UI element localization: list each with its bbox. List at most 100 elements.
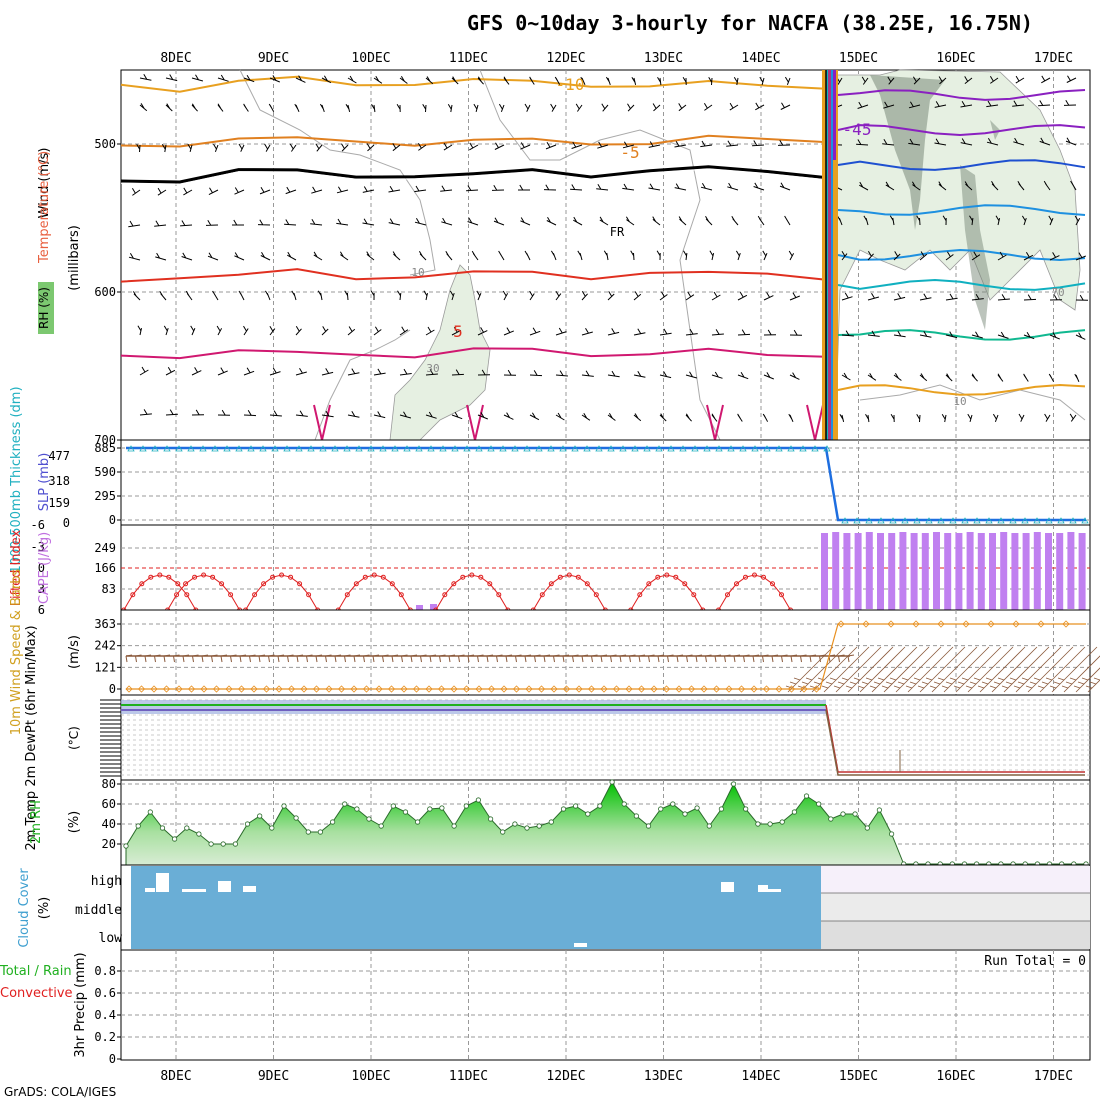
wind-barb [893, 373, 902, 381]
wind-barb [889, 215, 895, 226]
wind-barb [1023, 373, 1029, 382]
wind-barb [788, 413, 794, 423]
wind10-marker [1037, 620, 1045, 628]
wind10-marker [550, 685, 558, 693]
wind-barb [294, 103, 300, 113]
rh2m-point [560, 806, 567, 812]
wind-barb [524, 103, 531, 112]
wind-barb [264, 290, 271, 301]
wind-barb [945, 251, 954, 261]
y-tick-label: 0.6 [94, 986, 116, 1000]
wind-barb [291, 290, 297, 301]
li-point [398, 592, 404, 598]
wind-barb [185, 290, 193, 301]
slp-marker [139, 445, 147, 452]
wind-barb [733, 76, 739, 86]
wind10-marker [625, 685, 633, 693]
slp-marker [1045, 517, 1053, 524]
wind-barb [753, 182, 765, 191]
cape-tick-label: 249 [94, 541, 116, 555]
wind-barb [234, 252, 245, 261]
wind-barb [445, 250, 453, 261]
wind-barb [545, 142, 557, 150]
wind-barb [763, 329, 777, 336]
wind-barb [731, 215, 739, 226]
wind-barb [700, 140, 713, 148]
wind10-barb-strong [929, 646, 978, 693]
wind10-barb-strong [941, 646, 990, 693]
slp-marker [463, 445, 471, 452]
slp-marker [715, 445, 723, 452]
wind-barb [788, 250, 795, 261]
wind-barb [683, 250, 688, 261]
wind-barb [633, 371, 646, 378]
wind-barb [757, 215, 765, 226]
contour-label: 10 [411, 266, 424, 279]
li-point [593, 592, 599, 598]
wind-barb [543, 184, 557, 191]
wind-barb [217, 103, 224, 112]
pressure-axis: 500 600 700 [94, 137, 121, 447]
slp-marker [631, 445, 639, 452]
contour-label: 30 [426, 362, 439, 375]
wind10-barb-strong [821, 646, 870, 693]
wind-barb [777, 139, 791, 146]
rh2m-point [366, 816, 372, 822]
wind-barb [555, 327, 567, 336]
wind10-marker [462, 685, 471, 693]
wind-barb [726, 140, 739, 147]
wind-barb [942, 215, 947, 226]
wind-barb [520, 217, 531, 226]
slp-marker [559, 445, 567, 452]
wind-barb [451, 411, 463, 420]
wind-barb [128, 253, 141, 261]
wind-barb [555, 412, 565, 421]
pressure-label: (millibars) [67, 225, 82, 291]
rh2m-point [597, 803, 603, 809]
wind-barb [315, 143, 323, 152]
wind-barb [867, 330, 880, 337]
wind-barb [755, 102, 765, 111]
li-point [637, 592, 643, 598]
slp-marker [703, 445, 711, 452]
wind10-marker [587, 685, 596, 693]
contour-label: -5 [620, 143, 639, 162]
wind-barb [919, 293, 932, 301]
wind-barb [630, 250, 635, 261]
wind-barb [1075, 332, 1086, 340]
wind-barb [347, 411, 360, 418]
cape-bar [1022, 533, 1030, 610]
slp-marker [1033, 517, 1041, 524]
wind10-marker [475, 685, 483, 693]
cape-bar [832, 532, 840, 609]
wind10-marker [150, 685, 158, 693]
wind-barb [269, 75, 280, 83]
wind10-marker [762, 685, 771, 693]
wind-barb [524, 250, 531, 261]
wind10-marker [312, 685, 321, 693]
wind-barb [1021, 215, 1027, 226]
slp-line [126, 446, 1086, 522]
rh2m-point [390, 803, 396, 809]
wind-barb [471, 250, 479, 261]
li-curve [718, 574, 791, 611]
slp-marker [865, 517, 873, 524]
wind-barb [945, 373, 953, 382]
wind-barb [989, 75, 999, 84]
slp-marker [511, 445, 519, 452]
wind10-marker [700, 685, 708, 693]
rh2m-point [852, 811, 858, 817]
top-date-label: 9DEC [258, 51, 289, 66]
bottom-date-label: 16DEC [936, 1069, 975, 1084]
wind-barb [520, 142, 531, 150]
freezing-inner [120, 168, 827, 185]
thickness-label: 1000-500mb Thickness (dm) [9, 386, 24, 573]
temp-contour-plus10 [120, 347, 827, 360]
wind-barb [659, 413, 667, 422]
wind-barb [371, 103, 376, 113]
wind-barb [238, 143, 245, 152]
wind-barb [341, 143, 349, 152]
temp-contour-right [837, 89, 1086, 101]
wind10-marker [712, 685, 721, 693]
rh2m-point [269, 825, 275, 831]
